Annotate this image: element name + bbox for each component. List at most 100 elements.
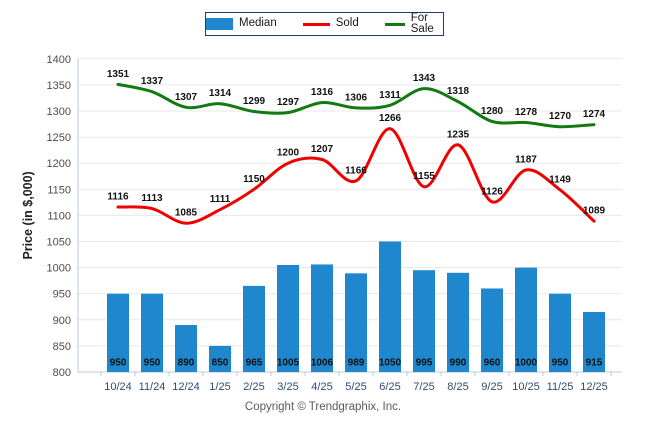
x-tick-label: 10/24 xyxy=(104,381,132,393)
y-tick-label: 1000 xyxy=(47,263,71,275)
bar-10/25 xyxy=(515,267,537,372)
x-tick-label: 7/25 xyxy=(413,381,434,393)
y-tick-label: 850 xyxy=(53,341,71,353)
sold-line-swatch-icon xyxy=(302,22,330,26)
y-tick-label: 900 xyxy=(53,315,71,327)
legend-item-median[interactable]: Median xyxy=(206,18,277,30)
y-tick-label: 1150 xyxy=(47,184,71,196)
copyright-text: Copyright © Trendgraphix, Inc. xyxy=(244,401,402,413)
legend-median-label: Median xyxy=(239,17,277,30)
y-tick-label: 1200 xyxy=(47,158,71,170)
bar-8/25 xyxy=(447,272,469,372)
x-tick-label: 1/25 xyxy=(209,381,230,393)
point-value-label: 1278 xyxy=(515,107,538,118)
legend-item-sold[interactable]: Sold xyxy=(302,17,359,30)
point-value-label: 1085 xyxy=(175,208,198,219)
bar-value-label: 915 xyxy=(586,358,603,369)
point-value-label: 1166 xyxy=(345,165,367,176)
point-value-label: 1299 xyxy=(243,96,266,107)
bar-12/25 xyxy=(583,311,605,372)
bar-4/25 xyxy=(311,264,333,372)
bar-2/25 xyxy=(243,285,265,372)
point-value-label: 1113 xyxy=(141,193,163,204)
bar-value-label: 1050 xyxy=(379,358,402,369)
bar-value-label: 890 xyxy=(178,358,195,369)
bar-12/24 xyxy=(175,325,197,372)
y-tick-label: 1400 xyxy=(47,54,71,66)
bar-3/25 xyxy=(277,264,299,372)
y-tick-label: 1300 xyxy=(47,106,71,118)
point-value-label: 1343 xyxy=(413,73,436,84)
x-tick-label: 8/25 xyxy=(447,381,468,393)
point-value-label: 1297 xyxy=(277,97,300,108)
x-tick-label: 11/25 xyxy=(547,381,574,393)
x-tick-label: 5/25 xyxy=(345,381,366,393)
bar-value-label: 1005 xyxy=(277,358,300,369)
legend-sold-label: Sold xyxy=(335,17,359,30)
point-value-label: 1337 xyxy=(141,76,164,87)
bar-11/25 xyxy=(549,293,571,372)
point-value-label: 1280 xyxy=(481,106,504,117)
point-value-label: 1149 xyxy=(549,174,571,185)
median-swatch-icon xyxy=(206,18,233,30)
bar-value-label: 1006 xyxy=(311,358,334,369)
y-tick-label: 1250 xyxy=(47,132,71,144)
bar-value-label: 960 xyxy=(484,358,501,369)
forsale-line-swatch-icon xyxy=(384,22,405,26)
point-value-label: 1200 xyxy=(277,148,300,159)
bar-value-label: 950 xyxy=(144,358,161,369)
point-value-label: 1270 xyxy=(549,111,572,122)
point-value-label: 1089 xyxy=(583,206,606,217)
point-value-label: 1266 xyxy=(379,113,402,124)
y-axis-title: Price (in $,000) xyxy=(21,171,35,259)
point-value-label: 1311 xyxy=(379,90,401,101)
bar-value-label: 1000 xyxy=(515,358,538,369)
x-tick-label: 12/25 xyxy=(580,381,608,393)
bar-value-label: 989 xyxy=(348,358,365,369)
x-tick-label: 10/25 xyxy=(512,381,540,393)
bar-value-label: 990 xyxy=(450,358,467,369)
bar-value-label: 965 xyxy=(246,358,263,369)
y-tick-label: 1050 xyxy=(47,237,71,249)
bar-9/25 xyxy=(481,288,503,372)
x-tick-label: 2/25 xyxy=(243,381,264,393)
point-value-label: 1351 xyxy=(107,69,130,80)
x-tick-label: 9/25 xyxy=(481,381,502,393)
bar-10/24 xyxy=(107,293,129,372)
point-value-label: 1318 xyxy=(447,86,470,97)
bar-value-label: 995 xyxy=(416,358,433,369)
bar-6/25 xyxy=(379,241,401,372)
point-value-label: 1207 xyxy=(311,144,334,155)
bar-7/25 xyxy=(413,270,435,372)
point-value-label: 1274 xyxy=(583,109,606,120)
bar-value-label: 850 xyxy=(212,358,229,369)
legend-forsale-label: For Sale xyxy=(410,11,434,35)
for-sale-line xyxy=(116,82,596,129)
x-tick-label: 4/25 xyxy=(311,381,332,393)
y-tick-label: 1100 xyxy=(47,210,71,222)
legend-item-forsale[interactable]: For Sale xyxy=(384,11,443,36)
point-value-label: 1111 xyxy=(210,194,231,205)
bar-value-label: 950 xyxy=(552,358,569,369)
y-tick-label: 1350 xyxy=(47,80,71,92)
point-value-label: 1306 xyxy=(345,92,368,103)
point-value-label: 1316 xyxy=(311,87,334,98)
point-value-label: 1235 xyxy=(447,129,470,140)
x-tick-label: 11/24 xyxy=(139,381,166,393)
point-value-label: 1150 xyxy=(243,174,265,185)
chart-legend: Median Sold For Sale xyxy=(205,12,444,36)
y-tick-label: 800 xyxy=(53,367,71,379)
point-value-label: 1126 xyxy=(481,186,503,197)
x-tick-label: 3/25 xyxy=(277,381,298,393)
y-tick-label: 950 xyxy=(53,289,71,301)
bar-5/25 xyxy=(345,273,367,372)
x-tick-label: 12/24 xyxy=(172,381,200,393)
point-value-label: 1155 xyxy=(413,171,435,182)
bar-11/24 xyxy=(141,293,163,372)
point-value-label: 1116 xyxy=(107,192,129,203)
sold-line xyxy=(116,127,596,225)
point-value-label: 1307 xyxy=(175,92,198,103)
point-value-label: 1314 xyxy=(209,88,232,99)
